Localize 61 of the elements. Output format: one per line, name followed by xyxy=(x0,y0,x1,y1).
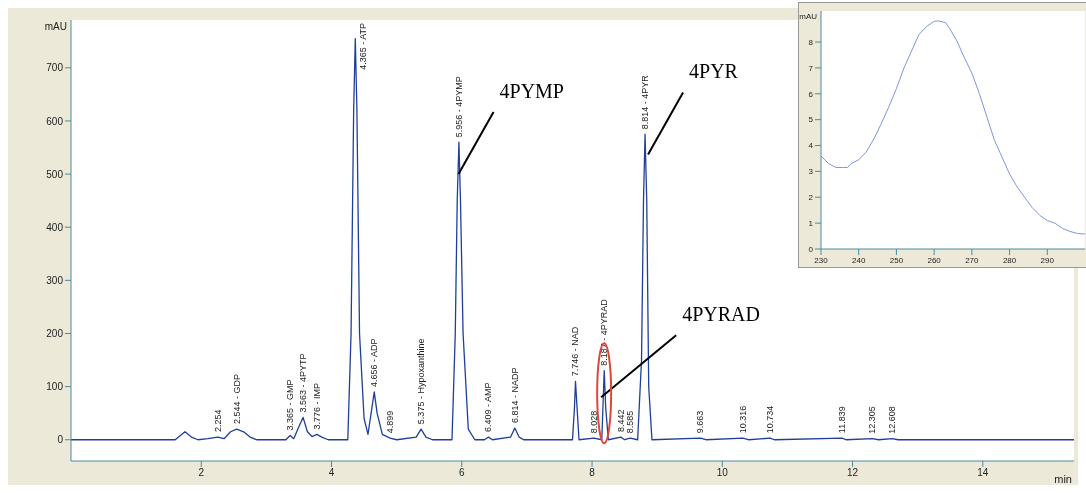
y-tick-label: 700 xyxy=(46,62,64,74)
annotation: 8.585 xyxy=(625,410,636,434)
y-tick-label: 1 xyxy=(808,218,814,228)
x-tick-label: 8 xyxy=(589,467,596,479)
annotation: 5.375 - Hypoxanthine xyxy=(416,338,427,425)
annotation: 4.656 - ADP xyxy=(369,338,380,387)
annotation: 11.839 xyxy=(837,406,848,434)
annotation: 12.305 xyxy=(867,406,878,434)
y-tick-label: 5 xyxy=(808,115,814,125)
x-tick-label: 14 xyxy=(977,467,989,479)
annotation: 6.409 - AMP xyxy=(483,382,494,433)
annotation: 6.814 - NADP xyxy=(509,367,520,424)
y-tick-label: 2 xyxy=(808,193,814,203)
x-axis-title: min xyxy=(1054,473,1072,485)
y-tick-label: 3 xyxy=(808,167,814,177)
x-tick-label: 240 xyxy=(852,255,866,265)
annotation: 5.956 - 4PYMP xyxy=(453,76,464,138)
annotation: 10.316 xyxy=(737,405,748,434)
y-tick-label: 7 xyxy=(808,63,814,73)
annotation: 8.814 - 4PYR xyxy=(640,74,651,130)
x-tick-label: 4 xyxy=(328,467,335,479)
x-tick-label: 230 xyxy=(814,255,829,265)
annotation: 3.776 - IMP xyxy=(311,382,322,430)
annotation: 4PYRAD xyxy=(682,303,760,326)
y-tick-label: 500 xyxy=(46,168,64,180)
x-tick-label: 260 xyxy=(927,255,942,265)
y-axis-title: mAU xyxy=(799,12,818,21)
y-tick-label: 0 xyxy=(808,244,814,254)
annotation: 4PYR xyxy=(689,60,739,83)
y-tick-label: 0 xyxy=(57,434,64,446)
x-tick-label: 250 xyxy=(889,255,904,265)
x-tick-label: 280 xyxy=(1002,255,1017,265)
y-tick-label: 8 xyxy=(808,37,814,47)
x-tick-label: 10 xyxy=(716,467,729,479)
y-axis-title: mAU xyxy=(44,21,67,32)
annotation: 9.663 xyxy=(695,410,706,434)
annotation: 12.608 xyxy=(887,406,898,434)
annotation: 2.544 - GDP xyxy=(231,374,242,425)
line-series xyxy=(821,20,1085,235)
annotation: 4.365 - ATP xyxy=(358,23,369,70)
x-tick-label: 12 xyxy=(847,467,859,479)
y-tick-label: 100 xyxy=(46,381,64,393)
annotation: 4.899 xyxy=(385,410,396,434)
annotation: 4PYMP xyxy=(499,80,565,103)
y-tick-label: 600 xyxy=(46,115,64,127)
annotation: 10.734 xyxy=(765,405,776,434)
x-tick-label: 6 xyxy=(459,467,465,479)
annotation: 3.563 - 4PYTP xyxy=(298,353,309,413)
annotation: 2.254 xyxy=(212,409,223,433)
y-tick-label: 200 xyxy=(46,328,64,340)
annotation: 8.028 xyxy=(588,410,599,434)
y-tick-label: 4 xyxy=(808,141,814,151)
y-tick-label: 400 xyxy=(46,221,64,233)
annotation: 8.442 xyxy=(615,409,626,433)
x-tick-label: 290 xyxy=(1040,255,1055,265)
x-tick-label: 2 xyxy=(198,467,205,479)
y-tick-label: 6 xyxy=(808,89,814,99)
y-tick-label: 300 xyxy=(46,274,64,286)
annotation: 3.365 - GMP xyxy=(285,379,296,431)
annotation: 7.746 - NAD xyxy=(570,326,581,377)
x-tick-label: 270 xyxy=(965,255,980,265)
